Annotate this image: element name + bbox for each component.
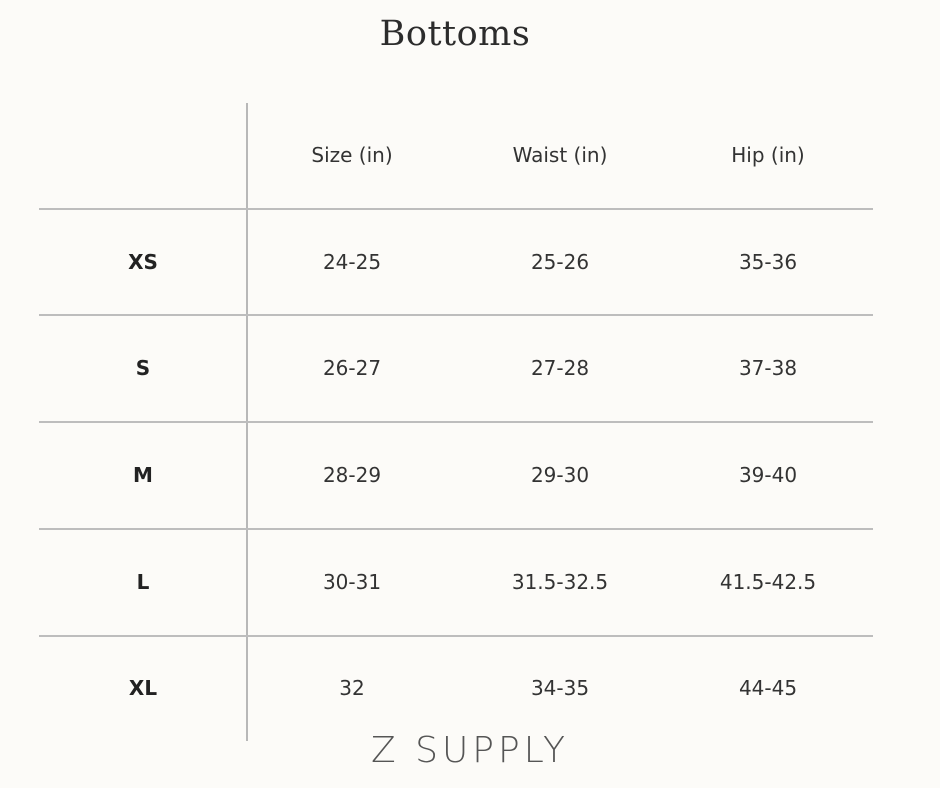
- size-label: M: [133, 463, 153, 487]
- header-size: Size (in): [311, 143, 393, 167]
- cell-size: 28-29: [322, 463, 382, 487]
- cell-hip: 35-36: [738, 250, 798, 274]
- size-label: XS: [128, 250, 158, 274]
- row-divider: [39, 635, 873, 637]
- row-divider: [39, 314, 873, 316]
- cell-waist: 29-30: [530, 463, 590, 487]
- row-divider: [39, 528, 873, 530]
- header-waist: Waist (in): [512, 143, 608, 167]
- cell-hip: 41.5-42.5: [719, 570, 817, 594]
- cell-hip: 37-38: [738, 356, 798, 380]
- page-title: Bottoms: [379, 14, 531, 54]
- cell-waist: 34-35: [530, 676, 590, 700]
- size-label: XL: [128, 676, 158, 700]
- size-label: L: [136, 570, 150, 594]
- cell-waist: 31.5-32.5: [511, 570, 609, 594]
- header-hip: Hip (in): [731, 143, 805, 167]
- row-divider: [39, 421, 873, 423]
- cell-size: 26-27: [322, 356, 382, 380]
- cell-hip: 44-45: [738, 676, 798, 700]
- cell-waist: 27-28: [530, 356, 590, 380]
- brand-logo: Z SUPPLY: [371, 730, 569, 771]
- cell-size: 24-25: [322, 250, 382, 274]
- row-divider: [39, 208, 873, 210]
- cell-hip: 39-40: [738, 463, 798, 487]
- cell-size: 32: [339, 676, 365, 700]
- cell-waist: 25-26: [530, 250, 590, 274]
- cell-size: 30-31: [322, 570, 382, 594]
- size-label: S: [135, 356, 151, 380]
